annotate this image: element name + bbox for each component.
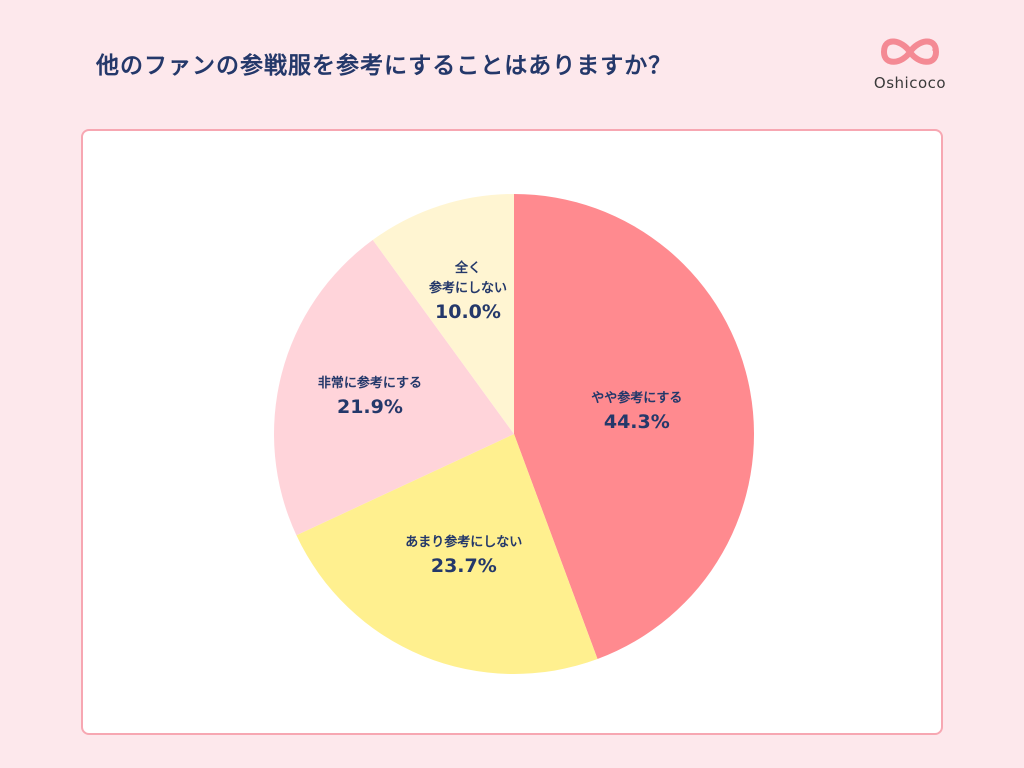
slice-percentage: 44.3%: [603, 410, 670, 433]
slice-name: 非常に参考にする: [317, 375, 423, 391]
infinity-heart-icon: [880, 38, 940, 65]
slice-name: あまり参考にしない: [405, 535, 523, 551]
slice-name: 参考にしない: [428, 281, 507, 297]
pie-chart: [274, 194, 755, 674]
slice-label: 非常に参考にする 21.9%: [318, 374, 422, 420]
slice-percentage: 23.7%: [430, 555, 497, 578]
slice-name: やや参考にする: [591, 390, 683, 406]
logo-text: Oshicoco: [873, 74, 947, 92]
slice-name: 全く: [454, 261, 481, 277]
pie-slice: [514, 194, 755, 660]
slice-percentage: 21.9%: [336, 395, 403, 418]
slice-label: やや参考にする 44.3%: [591, 389, 682, 435]
pie-slice: [372, 194, 514, 434]
slice-label: あまり参考にしない 23.7%: [405, 533, 522, 579]
slice-label: 全く参考にしない 10.0%: [429, 259, 507, 325]
pie-slice: [296, 434, 598, 674]
page-title: 他のファンの参戦服を参考にすることはありますか？: [96, 53, 673, 79]
brand-logo: Oshicoco: [868, 32, 952, 96]
slice-percentage: 10.0%: [435, 301, 501, 324]
chart-card: やや参考にする 44.3% あまり参考にしない 23.7% 非常に参考にする 21.9% 全…: [81, 129, 943, 735]
pie-slice: [274, 239, 514, 536]
